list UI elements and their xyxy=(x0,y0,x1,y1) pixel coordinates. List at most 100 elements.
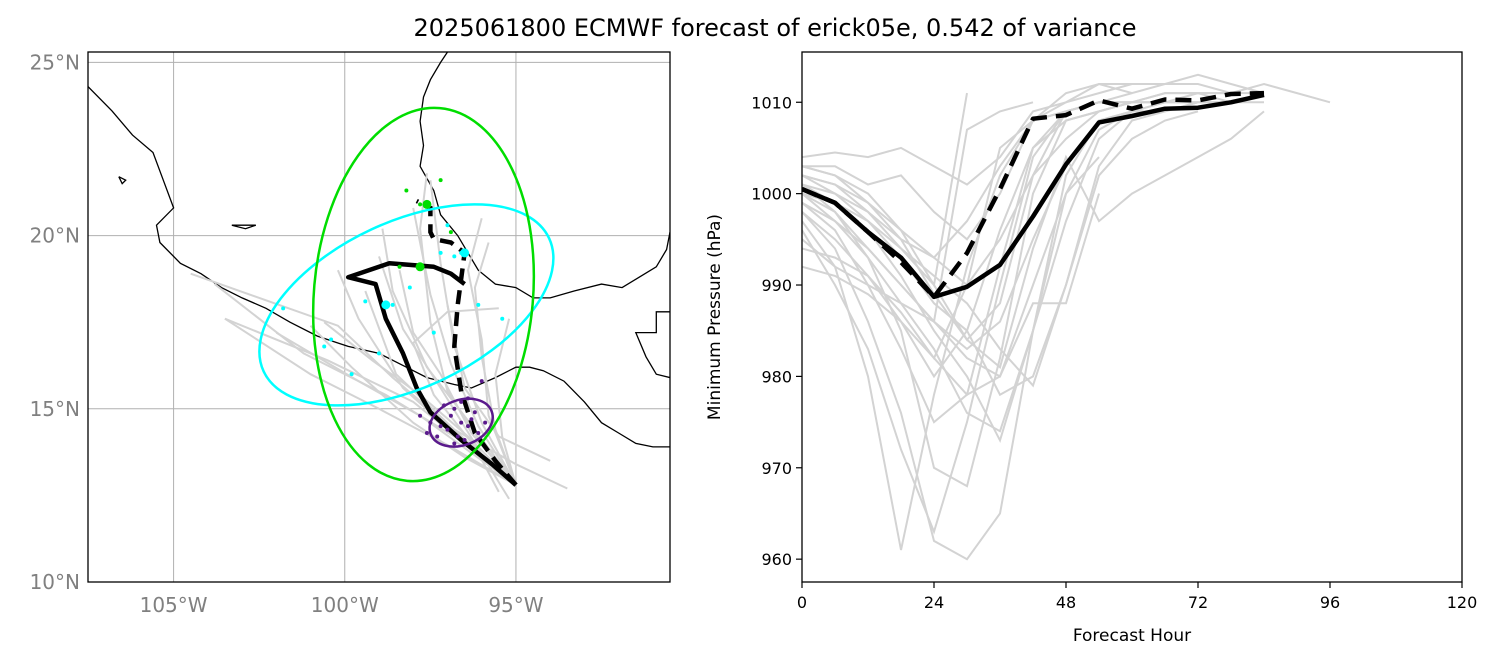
lat-tick-label: 15°N xyxy=(30,397,80,421)
ensemble-pressure-line xyxy=(802,156,1100,396)
y-tick-label: 970 xyxy=(761,459,792,478)
ensemble-pressure-line xyxy=(802,92,1264,287)
ensemble-pressure-line xyxy=(802,92,1265,351)
pressure-chart-panel: 0 24 48 72 96 120 960 970 980 990 1000 1010 Forecas… xyxy=(705,51,1477,646)
map-frame xyxy=(87,51,671,583)
point-48h xyxy=(438,250,443,255)
pressure-ticks: 0 24 48 72 96 120 960 970 980 990 1000 1010 xyxy=(751,93,1477,612)
map-tick-labels: 25°N 20°N 15°N 10°N 105°W 100°W 95°W xyxy=(30,50,544,617)
point-48h xyxy=(452,254,457,259)
lat-tick-label: 20°N xyxy=(30,224,80,248)
ensemble-pressure-line xyxy=(802,101,1133,379)
point-24h xyxy=(438,424,443,429)
ensemble-pressure-line xyxy=(802,83,1165,259)
point-48h xyxy=(407,285,412,290)
pressure-frame xyxy=(801,51,1463,583)
lon-tick-label: 105°W xyxy=(140,593,208,617)
ellipse-48h xyxy=(258,203,555,407)
mean-track-solid xyxy=(345,261,518,487)
point-24h xyxy=(452,406,457,411)
y-tick-label: 980 xyxy=(761,367,792,386)
point-24h xyxy=(459,399,464,404)
x-tick-label: 24 xyxy=(924,593,944,612)
point-48h xyxy=(445,223,450,228)
point-72h xyxy=(404,188,409,193)
point-24h xyxy=(459,420,464,425)
point-24h xyxy=(448,413,453,418)
y-axis-label: Minimum Pressure (hPa) xyxy=(705,214,725,420)
mean-marker-48h xyxy=(460,248,470,258)
ensemble-pressure-lines xyxy=(802,73,1331,561)
point-24h xyxy=(479,379,484,384)
ensemble-pressure-line xyxy=(802,92,1231,433)
x-tick-label: 72 xyxy=(1188,593,1208,612)
point-24h xyxy=(472,410,477,415)
point-24h xyxy=(483,420,488,425)
coastline xyxy=(634,311,670,379)
point-48h xyxy=(322,344,327,349)
y-tick-label: 960 xyxy=(761,550,792,569)
ensemble-pressure-line xyxy=(802,110,1067,361)
point-24h xyxy=(445,427,450,432)
x-tick-label: 120 xyxy=(1447,593,1478,612)
island xyxy=(231,224,257,230)
lat-tick-label: 10°N xyxy=(30,570,80,594)
forecast-position-points xyxy=(281,178,505,446)
lon-tick-label: 100°W xyxy=(311,593,379,617)
mean-marker-72h xyxy=(415,262,425,272)
point-48h xyxy=(377,351,381,356)
point-24h xyxy=(452,441,457,446)
figure-title: 2025061800 ECMWF forecast of erick05e, 0… xyxy=(414,14,1137,42)
ensemble-pressure-line xyxy=(802,110,1166,397)
point-24h xyxy=(455,434,460,439)
mean-pressure-lines xyxy=(802,90,1265,300)
point-24h xyxy=(418,413,423,418)
point-48h xyxy=(500,316,505,321)
point-48h xyxy=(329,337,334,342)
point-72h xyxy=(438,178,443,183)
point-72h xyxy=(397,264,402,269)
map-coastlines xyxy=(88,52,670,448)
x-axis-label: Forecast Hour xyxy=(1073,626,1191,646)
point-24h xyxy=(424,431,429,436)
track-map-panel: 25°N 20°N 15°N 10°N 105°W 100°W 95°W xyxy=(30,50,671,617)
point-48h xyxy=(431,330,436,335)
ensemble-pressure-line xyxy=(802,193,1100,378)
ensemble-track xyxy=(466,218,517,486)
point-48h xyxy=(476,302,481,307)
ensemble-pressure-line xyxy=(802,101,1132,535)
mean-marker-72h xyxy=(422,199,432,209)
mean-tracks xyxy=(345,198,518,487)
point-24h xyxy=(435,434,440,439)
point-24h xyxy=(462,437,467,442)
ensemble-track xyxy=(224,317,517,486)
point-48h xyxy=(349,372,354,377)
point-48h xyxy=(281,306,286,311)
x-tick-label: 96 xyxy=(1320,593,1340,612)
y-tick-label: 990 xyxy=(761,276,792,295)
point-24h xyxy=(476,431,481,436)
lat-tick-label: 25°N xyxy=(30,50,80,74)
x-tick-label: 0 xyxy=(797,593,807,612)
point-72h xyxy=(448,230,453,235)
ensemble-pressure-line xyxy=(802,110,1265,370)
coastline xyxy=(419,52,670,299)
x-tick-label: 48 xyxy=(1056,593,1076,612)
lon-tick-label: 95°W xyxy=(488,593,543,617)
ensemble-track xyxy=(309,324,517,486)
point-24h xyxy=(466,424,471,429)
mean-marker-48h xyxy=(381,300,391,310)
point-72h xyxy=(418,202,423,207)
mean-pressure-solid xyxy=(802,92,1265,300)
point-48h xyxy=(390,302,395,307)
point-24h xyxy=(469,417,474,422)
ellipse-24h xyxy=(428,397,494,448)
coastline xyxy=(88,86,670,448)
island xyxy=(118,176,127,185)
y-tick-label: 1010 xyxy=(751,93,792,112)
mean-track-dashed xyxy=(415,198,518,487)
point-48h xyxy=(363,299,368,304)
ellipse-72h xyxy=(311,106,536,483)
uncertainty-ellipses xyxy=(258,106,555,483)
